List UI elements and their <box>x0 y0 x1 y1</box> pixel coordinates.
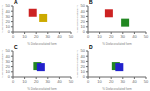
html-text:D: D <box>89 44 93 50</box>
svg-text:40: 40 <box>81 9 86 14</box>
svg-text:40: 40 <box>132 79 137 84</box>
svg-text:50: 50 <box>8 48 11 53</box>
svg-text:0: 0 <box>8 29 11 34</box>
svg-text:30: 30 <box>121 34 126 39</box>
html-text:A: A <box>14 0 18 5</box>
svg-text:30: 30 <box>81 14 86 19</box>
svg-text:20: 20 <box>34 79 39 84</box>
svg-text:10: 10 <box>22 34 27 39</box>
svg-text:20: 20 <box>109 34 114 39</box>
svg-text:20: 20 <box>8 64 11 69</box>
svg-text:50: 50 <box>69 79 74 84</box>
svg-text:50: 50 <box>81 48 86 53</box>
svg-text:10: 10 <box>81 24 86 29</box>
svg-text:30: 30 <box>81 59 86 64</box>
svg-text:10: 10 <box>8 69 11 74</box>
svg-text:10: 10 <box>81 69 86 74</box>
svg-text:50: 50 <box>69 34 74 39</box>
svg-text:% Diglycosylated form: % Diglycosylated form <box>102 87 132 90</box>
html-text:B: B <box>89 0 93 5</box>
svg-text:20: 20 <box>81 64 86 69</box>
svg-text:30: 30 <box>46 79 51 84</box>
svg-text:20: 20 <box>81 19 86 24</box>
svg-text:20: 20 <box>34 34 39 39</box>
svg-text:30: 30 <box>8 59 11 64</box>
svg-text:20: 20 <box>109 79 114 84</box>
svg-text:0: 0 <box>12 79 15 84</box>
svg-text:50: 50 <box>81 3 86 8</box>
svg-text:40: 40 <box>57 79 62 84</box>
svg-text:40: 40 <box>8 54 11 59</box>
svg-text:% Diglycosylated form: % Diglycosylated form <box>102 42 132 45</box>
svg-text:10: 10 <box>97 34 102 39</box>
svg-text:0: 0 <box>83 29 86 34</box>
svg-text:40: 40 <box>8 9 11 14</box>
svg-text:10: 10 <box>22 79 27 84</box>
svg-text:% Monoglycosylated form: % Monoglycosylated form <box>76 50 79 77</box>
svg-text:40: 40 <box>132 34 137 39</box>
svg-text:10: 10 <box>97 79 102 84</box>
svg-text:10: 10 <box>8 24 11 29</box>
svg-text:40: 40 <box>81 54 86 59</box>
svg-text:0: 0 <box>8 74 11 79</box>
svg-text:30: 30 <box>121 79 126 84</box>
svg-text:0: 0 <box>83 74 86 79</box>
svg-text:50: 50 <box>8 3 11 8</box>
svg-text:0: 0 <box>12 34 15 39</box>
svg-text:30: 30 <box>8 14 11 19</box>
svg-text:40: 40 <box>57 34 62 39</box>
svg-text:0: 0 <box>87 34 90 39</box>
svg-text:% Diglycosylated form: % Diglycosylated form <box>27 42 57 45</box>
svg-text:% Monoglycosylated form: % Monoglycosylated form <box>76 5 79 32</box>
svg-text:0: 0 <box>87 79 90 84</box>
svg-text:30: 30 <box>46 34 51 39</box>
svg-text:% Diglycosylated form: % Diglycosylated form <box>27 87 57 90</box>
html-text:C: C <box>14 44 18 50</box>
svg-text:20: 20 <box>8 19 11 24</box>
